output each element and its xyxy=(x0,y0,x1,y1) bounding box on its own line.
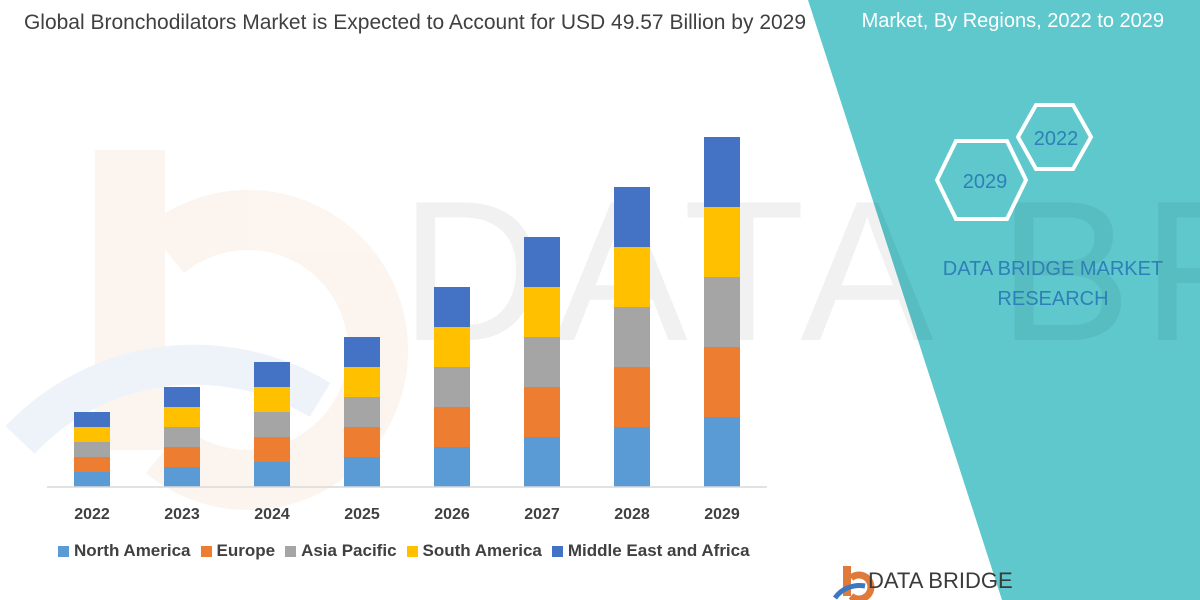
bar-2022-south-america xyxy=(74,427,110,442)
bar-2024-middle-east-and-africa xyxy=(254,362,290,387)
x-tick-label: 2028 xyxy=(614,506,650,523)
x-tick-label: 2023 xyxy=(164,506,200,523)
bar-2028-south-america xyxy=(614,247,650,307)
chart-legend: North America Europe Asia Pacific South Ame… xyxy=(58,539,760,563)
bar-2023-middle-east-and-africa xyxy=(164,387,200,407)
footer-logo-icon xyxy=(832,566,875,600)
bar-2029-middle-east-and-africa xyxy=(704,137,740,207)
hexagon-label-2022: 2022 xyxy=(1034,128,1079,150)
legend-item: South America xyxy=(406,541,542,561)
bar-2025-north-america xyxy=(344,457,380,487)
x-axis-ticks: 2022 2023 2024 2025 2026 2027 2028 2029 xyxy=(74,506,740,523)
bar-2026-europe xyxy=(434,407,470,447)
bar-2023-south-america xyxy=(164,407,200,427)
legend-swatch xyxy=(200,545,212,557)
bar-2024-south-america xyxy=(254,387,290,412)
side-panel-brand: DATA BRIDGE MARKET RESEARCH xyxy=(942,258,1164,310)
bar-2028-asia-pacific xyxy=(614,307,650,367)
bar-2026-south-america xyxy=(434,327,470,367)
side-panel-heading: Market, By Regions, 2022 to 2029 xyxy=(861,10,1164,32)
legend-item: Europe xyxy=(200,541,276,561)
bar-2028-middle-east-and-africa xyxy=(614,187,650,247)
hexagon-label-2029: 2029 xyxy=(963,171,1008,193)
legend-item: North America xyxy=(58,541,191,561)
legend-item: Asia Pacific xyxy=(285,541,397,561)
x-tick-label: 2022 xyxy=(74,506,110,523)
legend-label: Asia Pacific xyxy=(301,541,397,560)
legend-swatch xyxy=(285,545,297,557)
bar-2029-north-america xyxy=(704,417,740,487)
bar-2026-middle-east-and-africa xyxy=(434,287,470,327)
x-tick-label: 2029 xyxy=(704,506,740,523)
bar-2023-north-america xyxy=(164,467,200,487)
chart-bars xyxy=(74,137,740,487)
legend-item: Middle East and Africa xyxy=(551,541,750,561)
hexagon-2022 xyxy=(1015,103,1094,171)
bar-2027-south-america xyxy=(524,287,560,337)
chart-title: Global Bronchodilators Market is Expecte… xyxy=(23,11,807,34)
bar-2023-asia-pacific xyxy=(164,427,200,447)
footer-logo-text: DATA BRIDGE xyxy=(868,568,1013,593)
legend-swatch xyxy=(406,545,418,557)
bar-2026-north-america xyxy=(434,447,470,487)
bar-2025-south-america xyxy=(344,367,380,397)
legend-label: South America xyxy=(422,541,542,560)
bar-2022-middle-east-and-africa xyxy=(74,412,110,427)
legend-label: Middle East and Africa xyxy=(567,541,750,560)
bar-2029-asia-pacific xyxy=(704,277,740,347)
bar-2029-europe xyxy=(704,347,740,417)
bar-2025-middle-east-and-africa xyxy=(344,337,380,367)
bar-2027-europe xyxy=(524,387,560,437)
bar-2023-europe xyxy=(164,447,200,467)
bar-2028-north-america xyxy=(614,427,650,487)
x-tick-label: 2026 xyxy=(434,506,470,523)
x-tick-label: 2024 xyxy=(254,506,290,523)
x-tick-label: 2027 xyxy=(524,506,560,523)
bar-2025-europe xyxy=(344,427,380,457)
bar-2022-north-america xyxy=(74,472,110,487)
bar-2024-asia-pacific xyxy=(254,412,290,437)
bar-2022-europe xyxy=(74,457,110,472)
legend-swatch xyxy=(58,545,69,557)
bar-2028-europe xyxy=(614,367,650,427)
bar-2027-asia-pacific xyxy=(524,337,560,387)
legend-swatch xyxy=(551,545,563,557)
bar-2026-asia-pacific xyxy=(434,367,470,407)
bar-2025-asia-pacific xyxy=(344,397,380,427)
x-tick-label: 2025 xyxy=(344,506,380,523)
bar-2027-north-america xyxy=(524,437,560,487)
bar-2024-europe xyxy=(254,437,290,462)
bar-2022-asia-pacific xyxy=(74,442,110,457)
bar-2029-south-america xyxy=(704,207,740,277)
bar-2027-middle-east-and-africa xyxy=(524,237,560,287)
legend-label: North America xyxy=(74,541,191,560)
side-panel-background xyxy=(808,0,1200,600)
bar-2024-north-america xyxy=(254,462,290,487)
hexagon-2029 xyxy=(934,139,1029,221)
legend-label: Europe xyxy=(216,541,276,560)
